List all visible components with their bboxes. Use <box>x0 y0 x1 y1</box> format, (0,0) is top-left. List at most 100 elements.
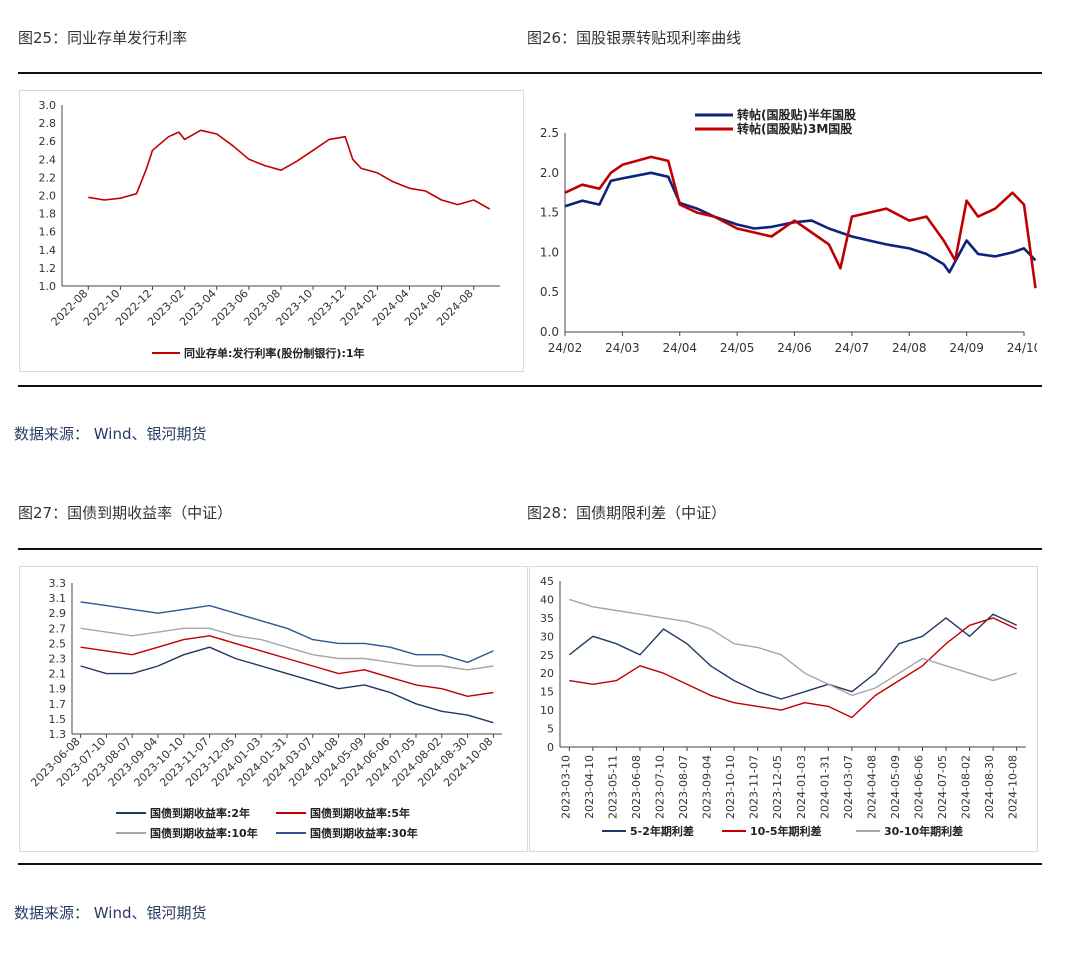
legend-label-1: 5-2年期利差 <box>630 824 694 838</box>
source-note-1: 数据来源： Wind、银河期货 <box>14 425 207 443</box>
y-tick-label: 3.1 <box>49 592 67 605</box>
series-line-3 <box>80 627 494 671</box>
x-tick-label: 2023-11-07 <box>748 755 761 819</box>
legend-label-2: 国债到期收益率:5年 <box>310 806 410 820</box>
x-tick-label: 2024-05-09 <box>889 755 902 819</box>
y-tick-label: 2.6 <box>39 135 57 148</box>
x-tick-label: 2024-08-30 <box>983 755 996 819</box>
y-tick-label: 30 <box>540 630 554 643</box>
x-tick-label: 2024-08-02 <box>960 755 973 819</box>
x-tick-label: 2023-04-10 <box>583 755 596 819</box>
y-tick-label: 2.9 <box>49 607 67 620</box>
fig28-chart: 0 5 10 15 20 25 30 35 40 45 2023-03-10 2023-04-10 20… <box>529 566 1038 852</box>
series-line-1 <box>88 129 491 210</box>
y-tick-label: 2.7 <box>49 622 67 635</box>
series-line-1 <box>80 646 494 724</box>
fig26-svg: 0.0 0.5 1.0 1.5 2.0 2.5 24/02 24/03 24/04 24/05 24… <box>540 107 1041 355</box>
y-tick-label: 2.5 <box>540 126 559 140</box>
y-tick-label: 1.2 <box>39 262 57 275</box>
legend-label-2: 10-5年期利差 <box>750 824 822 838</box>
bottom-rule-1 <box>18 385 1042 387</box>
y-tick-label: 10 <box>540 704 554 717</box>
fig27-title: 图27：国债到期收益率（中证） <box>18 504 233 522</box>
series-line-2 <box>80 635 494 698</box>
x-tick-label: 2024-01-31 <box>818 755 831 819</box>
fig27-chart: 1.3 1.5 1.7 1.9 2.1 2.3 2.5 2.7 2.9 3.1 3.3 2023-06… <box>19 566 528 852</box>
y-tick-label: 1.9 <box>49 683 67 696</box>
x-tick-label: 24/09 <box>949 341 984 355</box>
y-tick-label: 1.0 <box>39 280 57 293</box>
series-line-3 <box>569 598 1017 697</box>
x-tick-label: 2023-06-08 <box>630 755 643 819</box>
series-line-1 <box>568 613 1017 700</box>
fig28-svg: 0 5 10 15 20 25 30 35 40 45 2023-03-10 2023-04-10 20… <box>540 575 1026 838</box>
y-tick-label: 1.4 <box>39 244 57 257</box>
y-tick-label: 2.4 <box>39 153 57 166</box>
y-tick-label: 1.5 <box>49 713 67 726</box>
fig26-chart: 0.0 0.5 1.0 1.5 2.0 2.5 24/02 24/03 24/04 24/05 24… <box>527 100 1041 365</box>
legend-label-1: 国债到期收益率:2年 <box>150 806 250 820</box>
x-tick-label: 24/05 <box>720 341 755 355</box>
x-tick-label: 24/06 <box>777 341 812 355</box>
x-tick-label: 2023-05-11 <box>606 755 619 819</box>
x-tick-label: 24/07 <box>835 341 870 355</box>
source-note-2: 数据来源： Wind、银河期货 <box>14 904 207 922</box>
fig26-title: 图26：国股银票转贴现利率曲线 <box>527 29 742 47</box>
series-line-4 <box>80 601 494 664</box>
x-tick-label: 2023-10-10 <box>724 755 737 819</box>
x-tick-label: 2023-07-10 <box>654 755 667 819</box>
fig25-chart: 1.0 1.2 1.4 1.6 1.8 2.0 2.2 2.4 2.6 2.8 3.0 2022-08… <box>19 90 524 372</box>
y-tick-label: 2.1 <box>49 668 67 681</box>
y-tick-label: 1.0 <box>540 245 559 259</box>
y-tick-label: 1.6 <box>39 226 57 239</box>
y-tick-label: 3.0 <box>39 99 57 112</box>
series-line-2 <box>564 155 1037 289</box>
top-rule-1 <box>18 72 1042 74</box>
y-tick-label: 2.3 <box>49 653 67 666</box>
legend-label-2: 转帖(国股贴)3M国股 <box>737 121 853 136</box>
y-tick-label: 2.0 <box>540 166 559 180</box>
y-tick-label: 25 <box>540 649 554 662</box>
legend-label-3: 30-10年期利差 <box>884 824 963 838</box>
top-rule-2 <box>18 548 1042 550</box>
y-tick-label: 2.8 <box>39 117 57 130</box>
legend-label-1: 同业存单:发行利率(股份制银行):1年 <box>184 346 365 360</box>
y-tick-label: 15 <box>540 686 554 699</box>
y-tick-label: 0.0 <box>540 325 559 339</box>
fig27-svg: 1.31.51.71.92.12.32.52.72.93.13.32023-06… <box>28 577 502 840</box>
x-tick-label: 2024-07-05 <box>936 755 949 819</box>
x-tick-label: 24/04 <box>662 341 697 355</box>
x-tick-label: 2023-03-10 <box>559 755 572 819</box>
y-tick-label: 35 <box>540 612 554 625</box>
x-tick-label: 2024-01-03 <box>795 755 808 819</box>
x-tick-label: 2023-09-04 <box>701 755 714 819</box>
y-tick-label: 20 <box>540 667 554 680</box>
legend-label-4: 国债到期收益率:30年 <box>310 826 418 840</box>
fig28-title: 图28：国债期限利差（中证） <box>527 504 727 522</box>
y-tick-label: 0.5 <box>540 285 559 299</box>
series-line-1 <box>564 171 1037 274</box>
y-tick-label: 0 <box>547 741 554 754</box>
legend-label-1: 转帖(国股贴)半年国股 <box>737 107 857 122</box>
x-tick-label: 2023-08-07 <box>677 755 690 819</box>
y-tick-label: 2.2 <box>39 171 57 184</box>
y-tick-label: 1.8 <box>39 208 57 221</box>
x-tick-label: 2024-10-08 <box>1007 755 1020 819</box>
x-tick-label: 24/08 <box>892 341 927 355</box>
y-tick-label: 1.7 <box>49 698 67 711</box>
y-tick-label: 2.5 <box>49 637 67 650</box>
x-tick-label: 2024-06-06 <box>912 755 925 819</box>
y-tick-label: 45 <box>540 575 554 588</box>
series-line-2 <box>569 617 1017 719</box>
x-tick-label: 2024-03-07 <box>842 755 855 819</box>
x-tick-label: 24/10 <box>1007 341 1037 355</box>
y-tick-label: 5 <box>547 723 554 736</box>
fig25-title: 图25：同业存单发行利率 <box>18 29 188 47</box>
y-tick-label: 3.3 <box>49 577 67 590</box>
y-tick-label: 40 <box>540 593 554 606</box>
y-tick-label: 2.0 <box>39 190 57 203</box>
x-tick-label: 24/03 <box>605 341 640 355</box>
y-tick-label: 1.3 <box>49 728 67 741</box>
fig25-svg: 1.01.21.41.61.82.02.22.42.62.83.02022-08… <box>39 99 500 360</box>
legend-label-3: 国债到期收益率:10年 <box>150 826 258 840</box>
